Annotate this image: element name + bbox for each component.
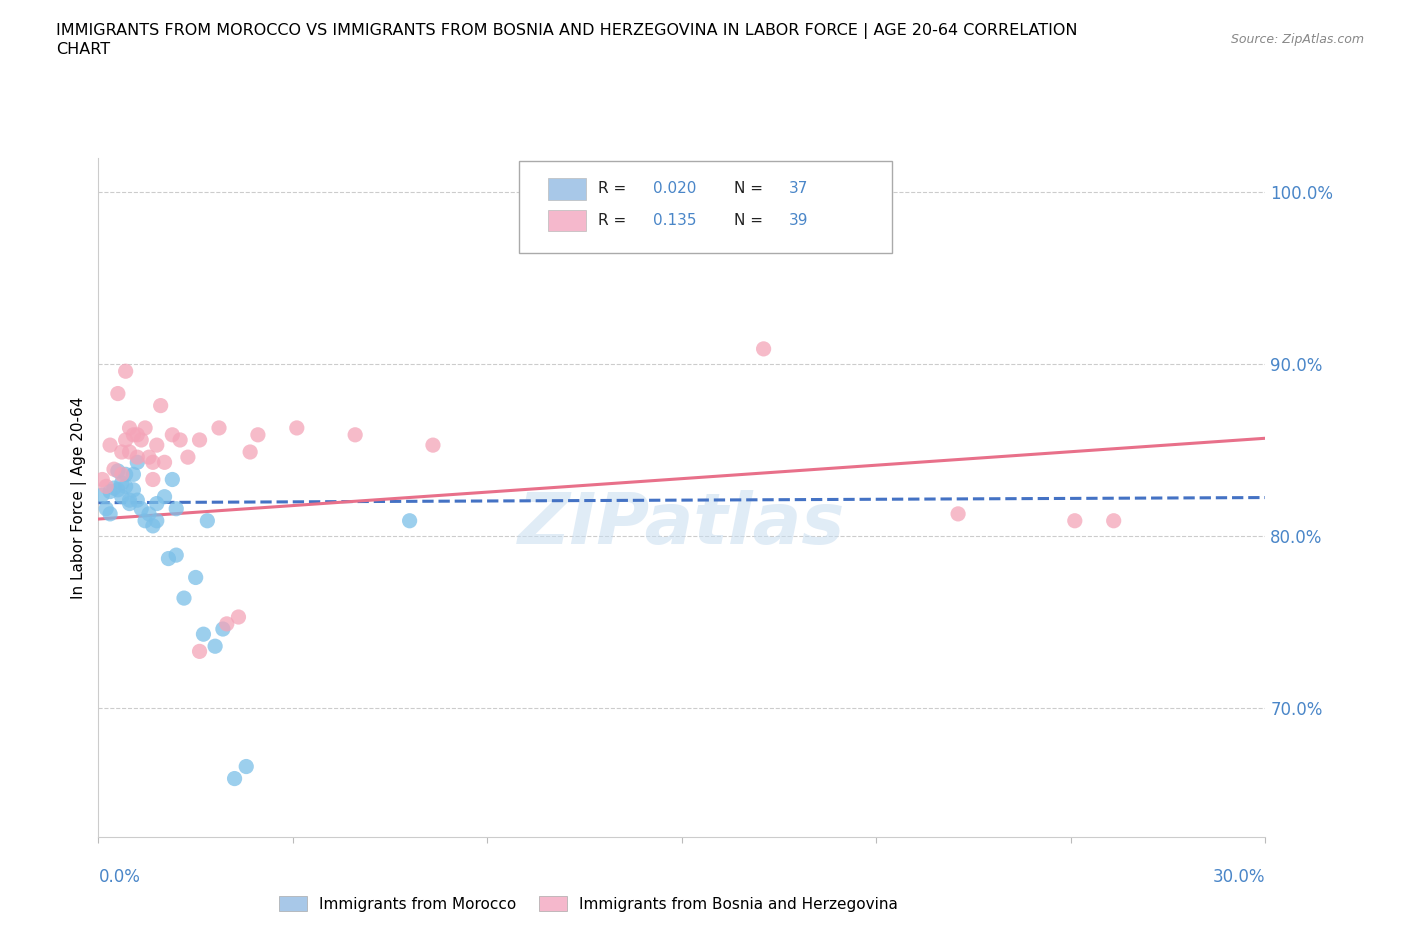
Point [153,489,176,504]
Point [165,501,187,516]
Point [114,364,136,379]
Point [422,438,444,453]
Point [188,432,211,447]
Point [142,518,165,533]
Point [114,467,136,482]
Point [122,483,145,498]
Point [114,479,136,494]
Point [235,759,257,774]
Text: IMMIGRANTS FROM MOROCCO VS IMMIGRANTS FROM BOSNIA AND HERZEGOVINA IN LABOR FORCE: IMMIGRANTS FROM MOROCCO VS IMMIGRANTS FR… [56,23,1078,39]
Point [98,485,121,499]
Point [212,621,235,636]
Text: 39: 39 [789,213,808,228]
Point [96,479,118,494]
Point [127,450,149,465]
Point [91,472,114,487]
Point [162,428,184,443]
Point [127,428,149,443]
Point [157,551,180,566]
Y-axis label: In Labor Force | Age 20-64: In Labor Force | Age 20-64 [72,396,87,599]
Point [146,496,169,511]
Point [118,493,141,508]
Text: N =: N = [734,213,768,228]
Point [134,420,156,435]
Point [103,462,125,477]
Point [98,507,121,522]
Text: N =: N = [734,181,768,196]
Point [752,341,775,356]
Point [111,475,134,490]
Point [177,450,200,465]
Point [96,501,118,516]
Point [129,501,152,516]
Point [91,487,114,502]
FancyBboxPatch shape [548,178,586,200]
Point [204,639,226,654]
Text: 30.0%: 30.0% [1213,868,1265,886]
Point [193,627,215,642]
Text: R =: R = [598,213,631,228]
Point [129,432,152,447]
FancyBboxPatch shape [548,209,586,232]
Point [122,467,145,482]
Point [162,472,184,487]
Point [224,771,246,786]
Point [1063,513,1085,528]
Point [122,428,145,443]
FancyBboxPatch shape [519,162,891,253]
Point [398,513,420,528]
Point [1102,513,1125,528]
Point [142,455,165,470]
Point [138,507,160,522]
Point [142,472,165,487]
Legend: Immigrants from Morocco, Immigrants from Bosnia and Herzegovina: Immigrants from Morocco, Immigrants from… [273,889,904,918]
Point [134,513,156,528]
Text: R =: R = [598,181,631,196]
Point [344,428,367,443]
Point [98,438,121,453]
Point [118,420,141,435]
Point [118,445,141,459]
Point [127,493,149,508]
Point [246,428,269,443]
Point [111,445,134,459]
Text: 37: 37 [789,181,808,196]
Point [138,450,160,465]
Point [228,609,250,624]
Point [146,438,169,453]
Point [146,513,169,528]
Text: 0.135: 0.135 [652,213,696,228]
Point [946,507,969,522]
Point [173,591,195,605]
Point [195,513,218,528]
Point [114,432,136,447]
Point [107,463,129,478]
Text: 0.020: 0.020 [652,181,696,196]
Point [215,617,238,631]
Point [149,398,172,413]
Point [127,455,149,470]
Point [111,489,134,504]
Text: 0.0%: 0.0% [98,868,141,886]
Text: ZIPatlas: ZIPatlas [519,490,845,559]
Point [165,548,187,563]
Point [184,570,207,585]
Text: Source: ZipAtlas.com: Source: ZipAtlas.com [1230,33,1364,46]
Text: CHART: CHART [56,42,110,57]
Point [107,386,129,401]
Point [169,432,191,447]
Point [103,481,125,496]
Point [107,483,129,498]
Point [285,420,308,435]
Point [239,445,262,459]
Point [118,496,141,511]
Point [111,467,134,482]
Point [208,420,231,435]
Point [188,644,211,658]
Point [153,455,176,470]
